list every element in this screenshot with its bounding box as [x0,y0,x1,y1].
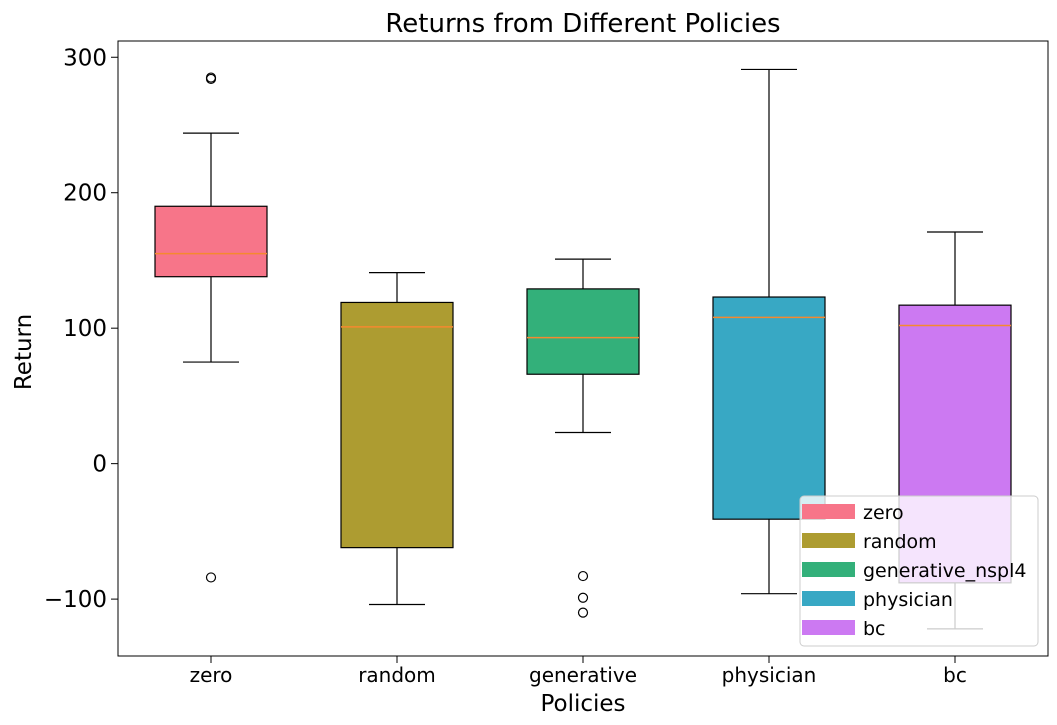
legend-label-zero: zero [863,502,904,524]
y-axis-label: Return [11,314,37,390]
box-body [526,288,640,375]
legend-swatch-random [802,533,855,548]
box-random [340,272,454,606]
x-tick-label-random: random [358,663,436,687]
x-tick-label-physician: physician [722,663,817,687]
y-tick-label: 200 [63,181,107,207]
outlier-point [205,572,217,583]
legend: zero random generative_nspl4 physician bc [799,495,1039,647]
outlier-point [205,73,217,85]
box-zero [154,72,268,583]
box-body [712,296,826,520]
outlier-point [577,607,589,618]
outlier-point [577,592,589,603]
box-generative [526,258,640,618]
legend-swatch-generative_nspl4 [802,562,855,577]
y-tick-label: −100 [44,587,107,613]
legend-label-generative_nspl4: generative_nspl4 [863,560,1026,582]
chart-title: Returns from Different Policies [385,9,780,39]
plot-frame [117,40,1049,657]
x-tick-label-zero: zero [190,663,233,687]
box-physician [712,68,826,595]
x-tick-label-bc: bc [943,663,967,687]
legend-label-physician: physician [863,589,953,611]
box-body [154,205,268,278]
legend-swatch-physician [802,591,855,606]
box-body [340,301,454,549]
outlier-point [577,570,589,582]
legend-swatch-zero [802,504,855,519]
x-axis-label: Policies [540,691,625,717]
y-tick-label: 100 [63,316,107,342]
legend-frame [799,495,1039,647]
y-tick-label: 0 [92,452,107,478]
x-tick-label-generative: generative [529,663,637,687]
legend-swatch-bc [802,620,855,635]
legend-label-bc: bc [863,618,886,640]
y-tick-label: 300 [63,45,107,71]
legend-label-random: random [863,531,937,553]
